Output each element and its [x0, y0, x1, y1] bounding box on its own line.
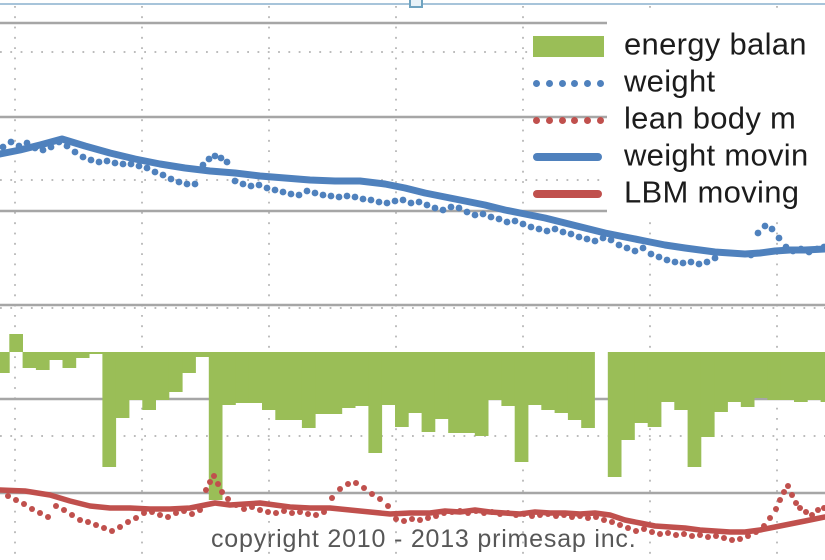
energy-balance-bars: [0, 334, 825, 500]
legend-background: [607, 8, 825, 216]
line-series-swatch-icon: [533, 179, 604, 209]
line-series-swatch-icon: [533, 142, 604, 172]
weight-ma-line: [0, 135, 825, 258]
legend-label: weight movin: [624, 137, 809, 173]
dotted-series-swatch-icon: [533, 68, 604, 98]
dotted-series-swatch-icon: [533, 105, 604, 135]
legend-item-weight-movin[interactable]: weight movin: [0, 138, 825, 173]
legend-item-lbm-moving[interactable]: LBM moving: [0, 175, 825, 210]
lbm-ma-line: [0, 487, 825, 535]
legend-item-energy-balan[interactable]: energy balan: [0, 27, 825, 62]
legend-item-weight[interactable]: weight: [0, 64, 825, 99]
bar-swatch-icon: [533, 31, 604, 61]
legend-label: lean body m: [624, 100, 797, 136]
copyright-text: copyright 2010 - 2013 primesap inc.: [211, 525, 637, 553]
legend-label: weight: [624, 63, 716, 99]
legend-item-lean-body-m[interactable]: lean body m: [0, 101, 825, 136]
legend-label: LBM moving: [624, 174, 800, 210]
selection-handle-icon[interactable]: [409, 0, 423, 8]
legend-label: energy balan: [624, 26, 807, 62]
